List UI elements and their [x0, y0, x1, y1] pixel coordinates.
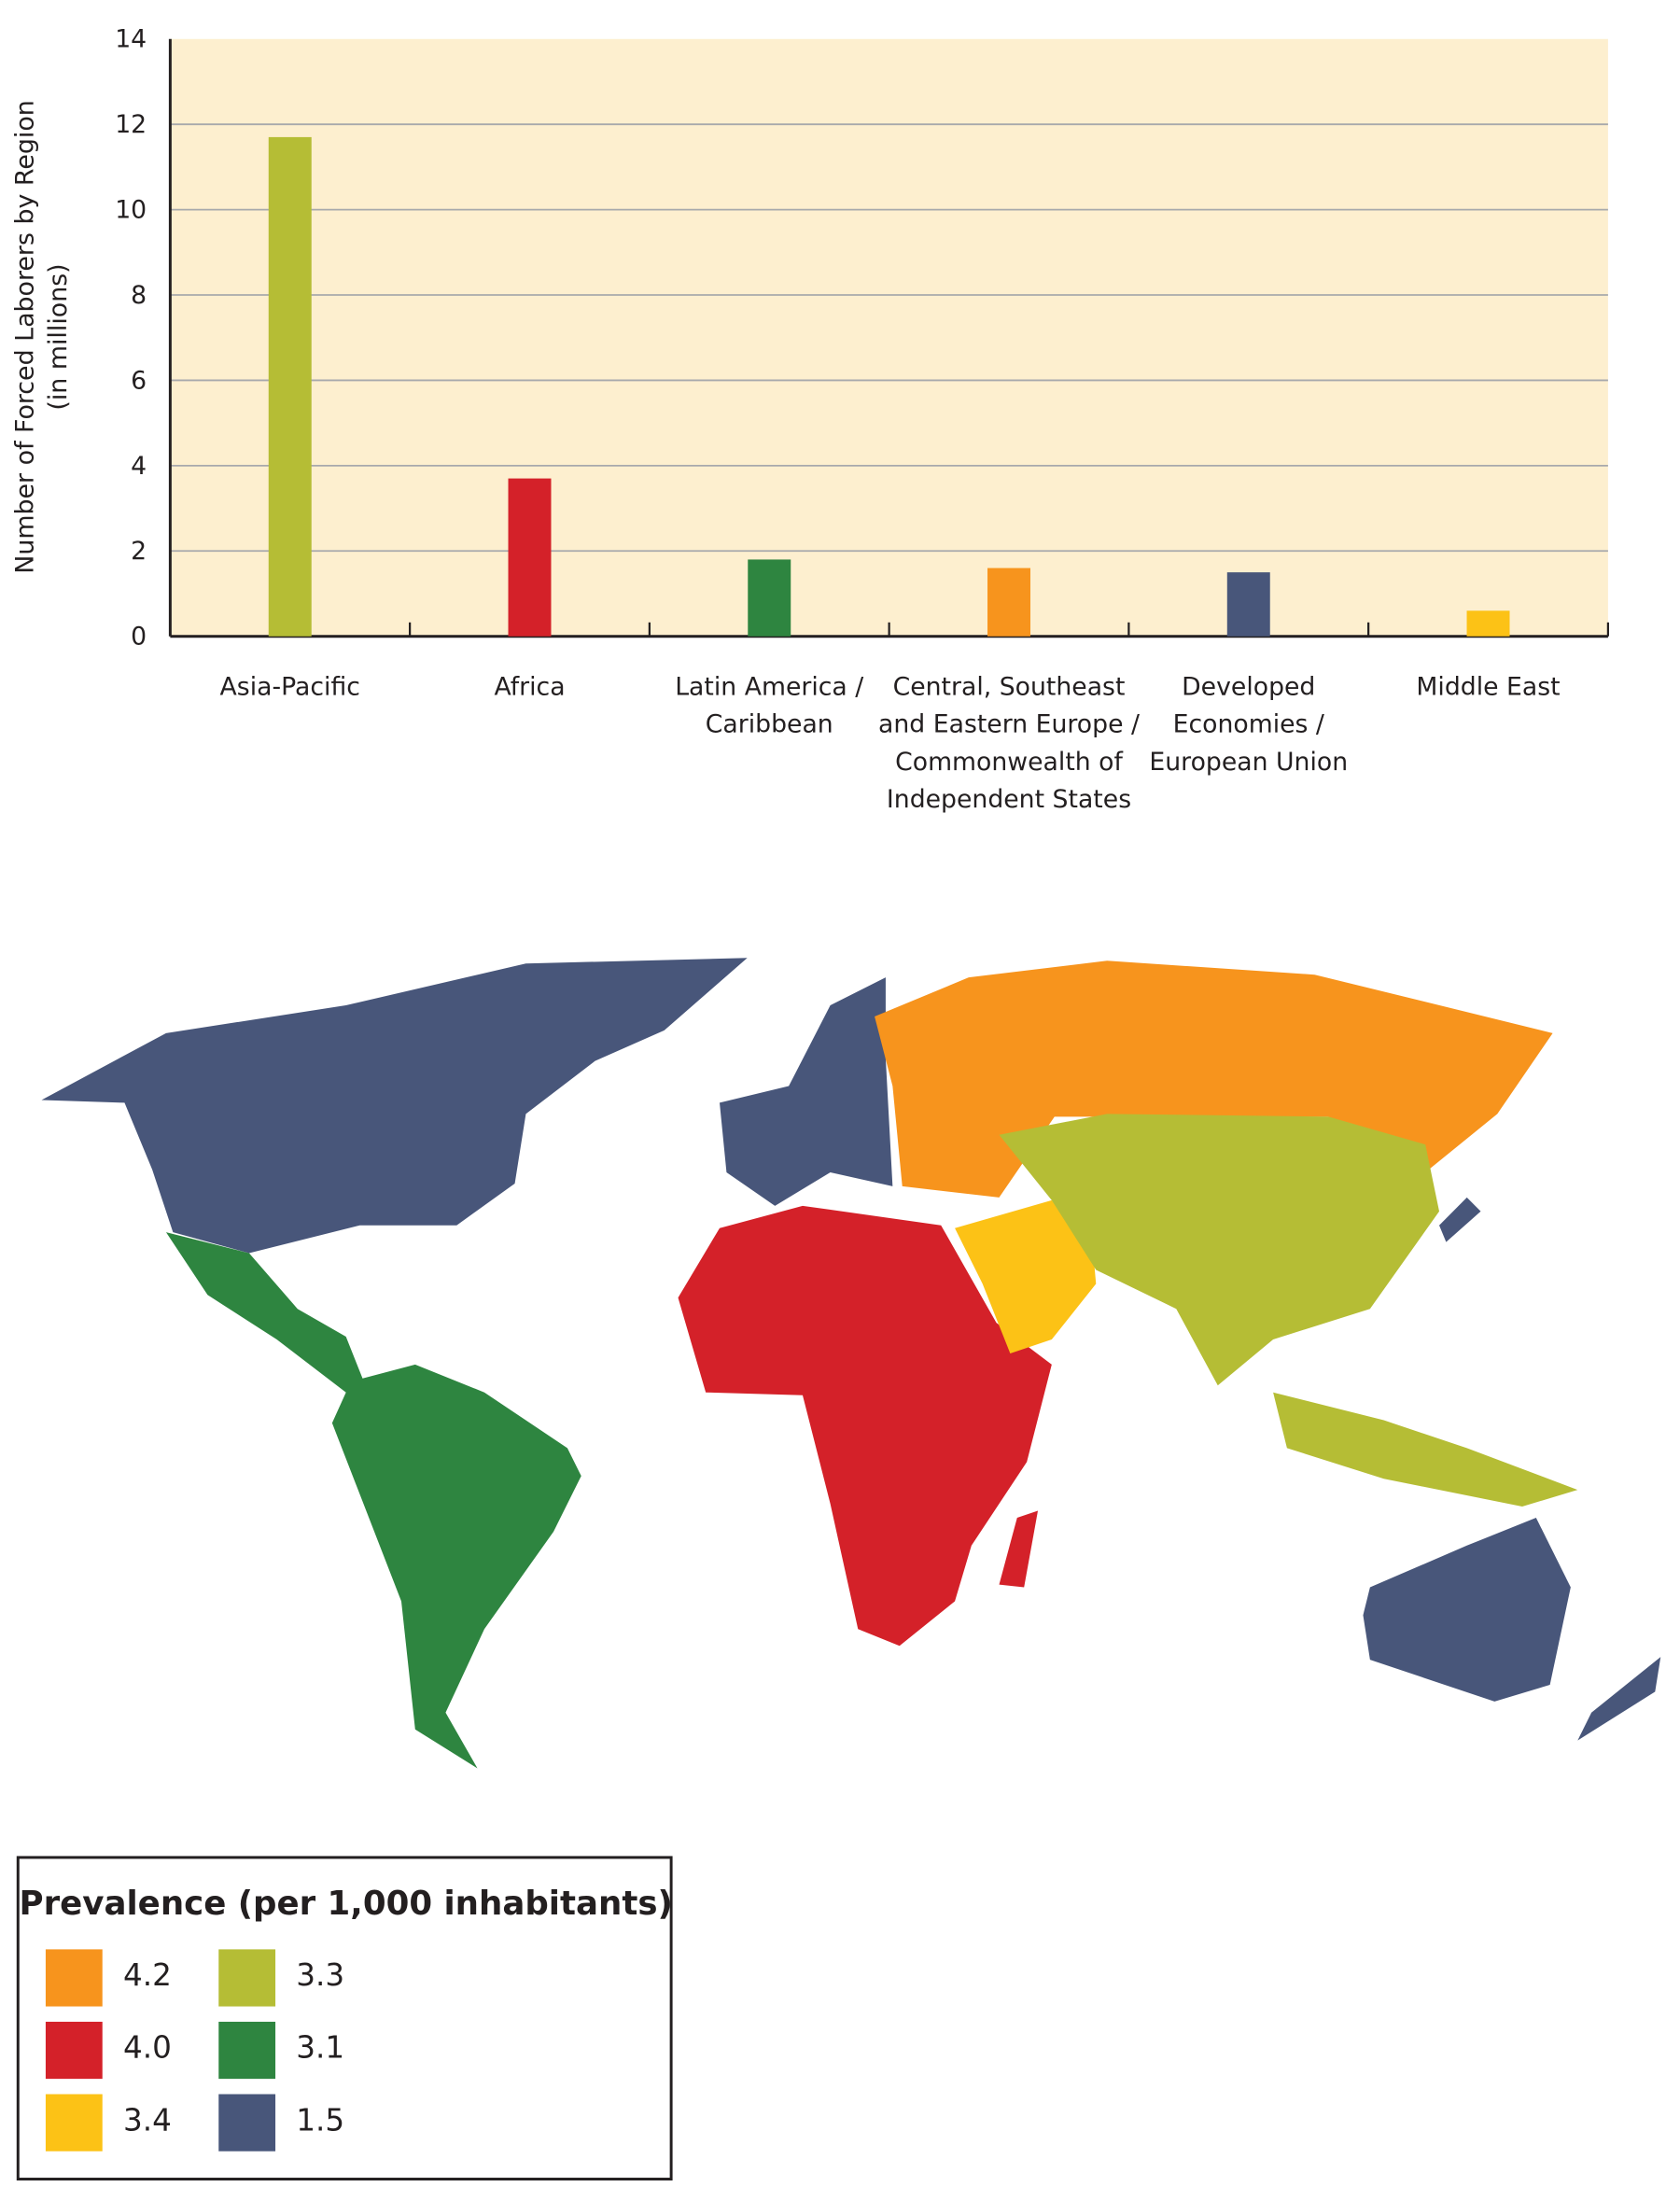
- map-region: [720, 977, 893, 1206]
- y-axis-note: (in millions): [44, 263, 73, 410]
- x-tick-label-box: Africa: [494, 672, 566, 702]
- x-tick-label: Africa: [494, 672, 566, 702]
- legend-swatch: [218, 2021, 276, 2080]
- y-tick-label: 0: [131, 623, 147, 652]
- y-tick-label: 12: [115, 110, 147, 139]
- legend-swatch: [45, 2094, 103, 2152]
- bar: [1226, 572, 1270, 637]
- legend-label: 3.3: [296, 1957, 344, 1993]
- map-region: [1273, 1392, 1578, 1507]
- bar: [1466, 610, 1510, 637]
- legend-label: 1.5: [296, 2102, 344, 2138]
- x-tick-label-box: Developed Economies / European Union: [1149, 672, 1349, 778]
- map-region: [165, 1232, 581, 1769]
- legend-swatch: [45, 2021, 103, 2080]
- legend-swatch: [218, 2094, 276, 2152]
- y-tick-label: 2: [131, 537, 147, 566]
- map-region: [1363, 1517, 1571, 1702]
- legend-label: 3.1: [296, 2030, 344, 2066]
- map-region: [1439, 1197, 1481, 1242]
- map-region: [999, 1114, 1440, 1386]
- legend-title: Prevalence (per 1,000 inhabitants): [20, 1885, 673, 1923]
- legend-box: [16, 1856, 673, 2181]
- map-region: [41, 958, 748, 1254]
- y-axis-title: Number of Forced Laborers by Region: [11, 100, 40, 573]
- x-tick-label-box: Asia-Pacific: [219, 672, 360, 702]
- x-tick-label-box: Latin America / Caribbean: [675, 672, 864, 740]
- x-tick-label-box: Middle East: [1416, 672, 1561, 702]
- bar: [508, 478, 552, 637]
- x-tick-label: Asia-Pacific: [219, 672, 360, 702]
- legend-swatch: [218, 1949, 276, 2007]
- x-tick-label: Central, Southeast and Eastern Europe / …: [878, 672, 1140, 815]
- y-tick-label: 10: [115, 195, 147, 224]
- map-region: [678, 1205, 1052, 1647]
- x-tick-label: Developed Economies / European Union: [1149, 672, 1349, 778]
- legend-label: 4.0: [123, 2030, 172, 2066]
- map-region: [999, 1510, 1039, 1588]
- map-region: [955, 1199, 1097, 1353]
- bar: [748, 559, 791, 637]
- y-tick-label: 14: [115, 25, 147, 54]
- x-tick-label: Middle East: [1416, 672, 1561, 702]
- map-region: [1577, 1657, 1661, 1741]
- legend-label: 3.4: [123, 2102, 172, 2138]
- bar: [268, 136, 312, 637]
- legend-swatch: [45, 1949, 103, 2007]
- bar: [987, 568, 1030, 637]
- y-tick-label: 4: [131, 452, 147, 481]
- legend-label: 4.2: [123, 1957, 172, 1993]
- y-tick-label: 6: [131, 366, 147, 395]
- x-tick-label-box: Central, Southeast and Eastern Europe / …: [878, 672, 1140, 815]
- plot-background: [170, 38, 1608, 637]
- x-tick-label: Latin America / Caribbean: [675, 672, 864, 740]
- y-tick-label: 8: [131, 281, 147, 310]
